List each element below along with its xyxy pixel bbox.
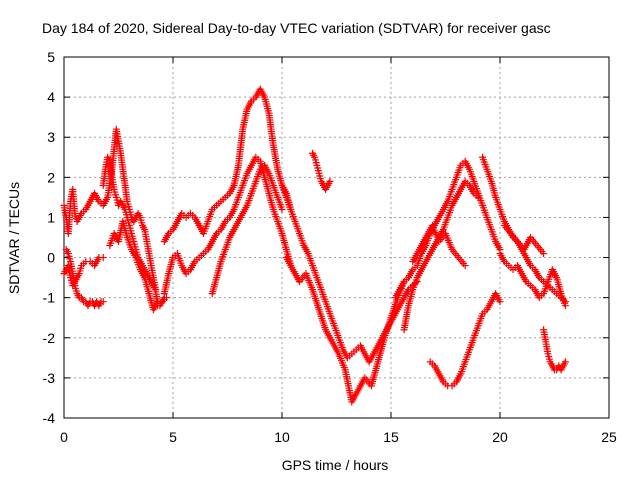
x-axis-label: GPS time / hours xyxy=(282,457,389,473)
y-tick-label: -2 xyxy=(43,330,56,346)
series-arc-14 xyxy=(409,221,469,270)
series-arc-5 xyxy=(106,217,170,314)
data-point xyxy=(561,358,569,366)
y-tick-label: 2 xyxy=(47,169,55,185)
y-tick-label: 1 xyxy=(47,209,55,225)
data-points xyxy=(60,85,569,406)
y-tick-label: 4 xyxy=(47,89,55,105)
chart-title: Day 184 of 2020, Sidereal Day-to-day VTE… xyxy=(42,20,551,36)
data-point xyxy=(496,298,504,306)
series-arc-12 xyxy=(391,157,504,302)
y-tick-label: 3 xyxy=(47,129,55,145)
x-tick-label: 15 xyxy=(383,429,399,445)
y-tick-label: -3 xyxy=(43,370,56,386)
x-tick-label: 25 xyxy=(601,429,617,445)
data-point xyxy=(278,205,286,213)
x-tick-label: 10 xyxy=(274,429,290,445)
series-arc-17 xyxy=(496,250,569,310)
series-arc-7 xyxy=(160,153,295,298)
y-axis-label: SDTVAR / TECUs xyxy=(6,182,22,294)
data-point xyxy=(540,250,548,258)
series-arc-11 xyxy=(309,149,334,193)
y-tick-label: -1 xyxy=(43,290,56,306)
data-point xyxy=(162,294,170,302)
y-tick-label: -4 xyxy=(43,410,56,426)
y-tick-label: 0 xyxy=(47,250,55,266)
data-point xyxy=(152,286,160,294)
grid-lines xyxy=(64,57,609,418)
series-arc-15 xyxy=(426,290,504,390)
series-arc-18 xyxy=(500,221,548,258)
x-tick-label: 5 xyxy=(169,429,177,445)
y-tick-label: 5 xyxy=(47,49,55,65)
x-tick-label: 0 xyxy=(60,429,68,445)
data-point xyxy=(561,302,569,310)
series-arc-19 xyxy=(540,326,569,374)
series-arc-13 xyxy=(400,177,482,334)
axis-ticks: -4 -3 -2 -1 0 1 2 3 4 5 0 5 10 15 20 25 xyxy=(43,49,617,445)
series-arc-4 xyxy=(99,153,160,294)
series-arc-8 xyxy=(208,161,286,298)
x-tick-label: 20 xyxy=(492,429,508,445)
series-arc-10 xyxy=(282,254,408,406)
data-point xyxy=(461,262,469,270)
plot-frame xyxy=(63,56,610,419)
series-arc-3 xyxy=(62,246,107,310)
data-point xyxy=(474,193,482,201)
data-point xyxy=(326,177,334,185)
data-point xyxy=(99,254,107,262)
data-point xyxy=(99,298,107,306)
